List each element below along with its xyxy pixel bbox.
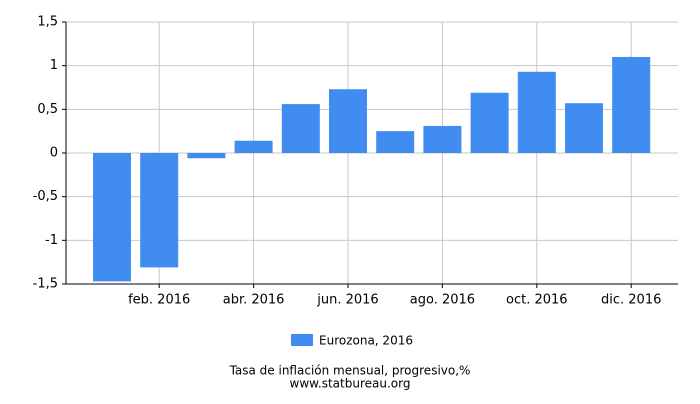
x-tick-label: feb. 2016 <box>128 293 190 308</box>
bar <box>423 125 462 153</box>
y-tick-label: 1,5 <box>37 15 58 30</box>
x-tick-label: jun. 2016 <box>316 293 378 308</box>
legend-label: Eurozona, 2016 <box>319 334 413 348</box>
y-tick-label: -1 <box>45 233 58 248</box>
y-tick-label: 0 <box>50 146 58 161</box>
y-tick-label: 0,5 <box>37 102 58 117</box>
x-tick-label: dic. 2016 <box>601 293 661 308</box>
bar <box>234 140 273 153</box>
bar <box>140 153 179 268</box>
y-tick-label: -1,5 <box>33 277 58 292</box>
chart-title: Tasa de inflación mensual, progresivo,% <box>229 364 471 378</box>
bar <box>187 153 226 159</box>
bar <box>329 89 367 153</box>
y-tick-label: -0,5 <box>33 189 58 204</box>
bar <box>376 131 415 153</box>
source: www.statbureau.org <box>290 377 411 391</box>
bar <box>517 71 556 153</box>
x-tick-label: abr. 2016 <box>223 293 285 308</box>
bar <box>281 104 320 153</box>
bar <box>565 103 603 153</box>
bar <box>93 153 131 282</box>
legend-swatch <box>291 334 313 346</box>
bar <box>612 56 651 153</box>
y-tick-label: 1 <box>50 58 58 73</box>
x-tick-label: oct. 2016 <box>506 293 568 308</box>
x-tick-label: ago. 2016 <box>410 293 475 308</box>
bar <box>470 92 509 153</box>
